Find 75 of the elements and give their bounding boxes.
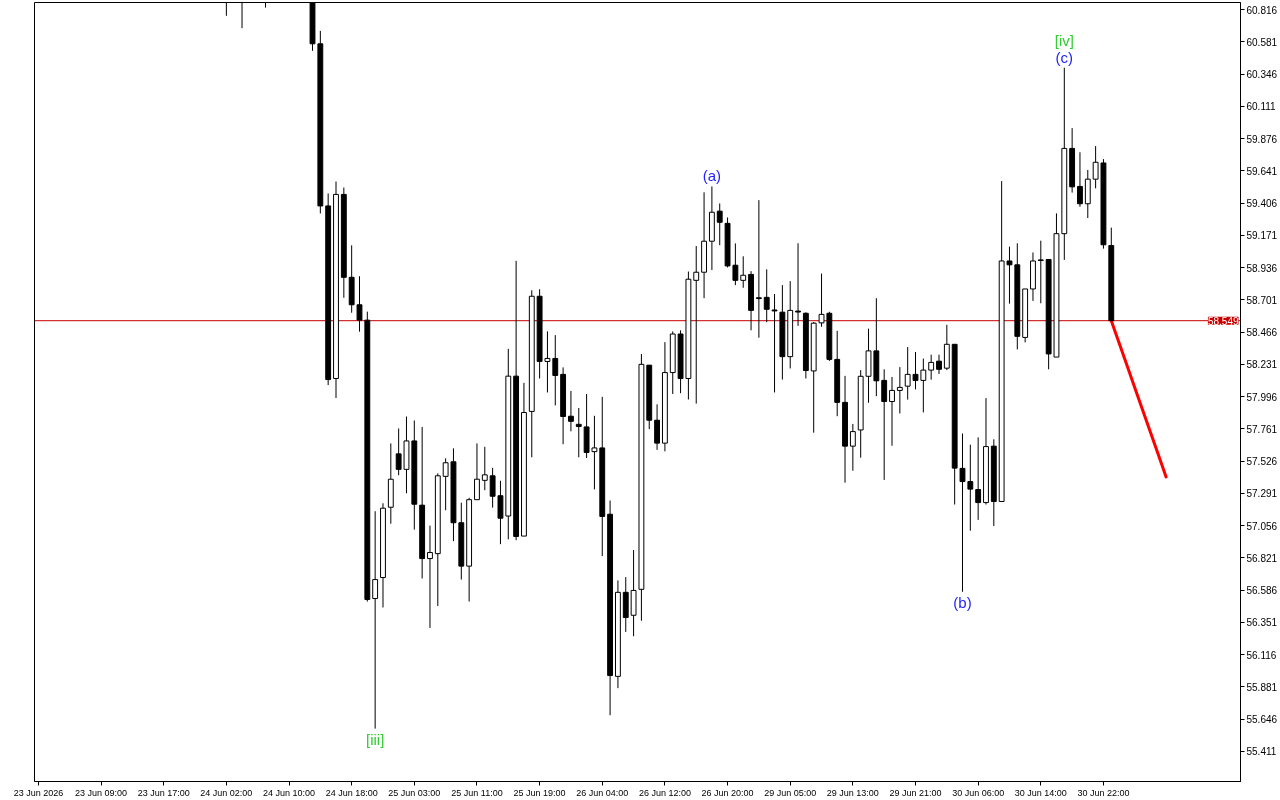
- y-tick-label: 55.881: [1246, 681, 1278, 693]
- x-tick-label: 23 Jun 09:00: [75, 787, 128, 798]
- candlestick: [936, 354, 942, 375]
- x-tick-label: 26 Jun 04:00: [576, 787, 629, 798]
- annotation: [iv]: [1054, 31, 1074, 49]
- x-tick-label: 24 Jun 10:00: [262, 787, 316, 798]
- y-tick-label: 59.406: [1246, 198, 1278, 210]
- candlestick: [427, 525, 433, 629]
- ref-line-label: 58.549: [1207, 315, 1239, 327]
- x-tick-label: 30 Jun 22:00: [1077, 787, 1130, 798]
- y-tick-label: 57.291: [1246, 488, 1278, 500]
- candlestick: [849, 423, 856, 472]
- y-tick-label: 58.701: [1246, 294, 1278, 306]
- x-tick-label: 23 Jun 2026: [13, 787, 64, 798]
- x-tick-label: 29 Jun 05:00: [764, 787, 817, 798]
- y-tick-label: 59.876: [1246, 133, 1278, 145]
- y-tick-label: 57.761: [1246, 423, 1278, 435]
- candlestick: [356, 275, 363, 333]
- y-tick-label: 56.821: [1246, 552, 1278, 564]
- candlestick: [928, 354, 935, 381]
- y-tick-label: 60.816: [1246, 4, 1278, 16]
- candlestick: [763, 268, 770, 323]
- annotation: (b): [953, 593, 972, 611]
- y-tick-label: 58.466: [1246, 327, 1278, 339]
- x-tick-label: 26 Jun 12:00: [638, 787, 691, 798]
- x-tick-label: 30 Jun 14:00: [1014, 787, 1067, 798]
- candlestick: [943, 324, 950, 371]
- y-tick-label: 56.351: [1246, 617, 1278, 629]
- y-tick-label: 60.581: [1246, 36, 1278, 48]
- x-tick-label: 25 Jun 19:00: [513, 787, 566, 798]
- y-tick-label: 55.646: [1246, 714, 1278, 726]
- candlestick: [755, 199, 762, 339]
- y-tick-label: 58.936: [1246, 262, 1278, 274]
- candlestick: [795, 242, 801, 327]
- y-tick-label: 59.641: [1246, 165, 1278, 177]
- candlestick: [568, 390, 574, 432]
- candlestick: [489, 467, 496, 509]
- candlestick: [654, 403, 661, 451]
- y-tick-label: 57.526: [1246, 456, 1278, 468]
- candlestick: [889, 376, 895, 447]
- y-tick-label: 57.056: [1246, 520, 1278, 532]
- y-tick-label: 56.586: [1246, 585, 1278, 597]
- x-tick-label: 24 Jun 18:00: [325, 787, 378, 798]
- x-tick-label: 29 Jun 21:00: [889, 787, 942, 798]
- candlestick: [575, 407, 582, 458]
- y-tick-label: 56.116: [1246, 649, 1277, 661]
- candlestick: [474, 442, 480, 501]
- candlestick: [372, 510, 379, 730]
- candlestick: [1077, 151, 1083, 208]
- y-tick-label: 60.346: [1246, 69, 1278, 81]
- y-tick-label: 59.171: [1246, 230, 1278, 242]
- x-tick-label: 29 Jun 13:00: [826, 787, 879, 798]
- annotation: [iii]: [365, 730, 385, 748]
- x-tick-label: 25 Jun 11:00: [451, 787, 503, 798]
- candlestick: [693, 245, 700, 405]
- x-tick-label: 25 Jun 03:00: [388, 787, 441, 798]
- y-tick-label: 57.996: [1246, 391, 1278, 403]
- candlestick: [1037, 240, 1044, 304]
- x-tick-label: 23 Jun 17:00: [137, 787, 190, 798]
- candlestick: [740, 255, 747, 289]
- line-series: [1109, 319, 1168, 479]
- y-tick-label: 60.111: [1246, 101, 1277, 113]
- candlestick: [716, 202, 723, 246]
- candlestick: [771, 293, 778, 393]
- annotation: (c): [1055, 48, 1074, 66]
- x-tick-label: 30 Jun 06:00: [952, 787, 1005, 798]
- candlestick: [896, 366, 903, 414]
- x-tick-label: 26 Jun 20:00: [701, 787, 754, 798]
- annotation: (a): [702, 167, 722, 185]
- candlestick: [481, 446, 488, 491]
- candlestick: [881, 368, 888, 481]
- x-tick-label: 24 Jun 02:00: [200, 787, 253, 798]
- y-tick-label: 55.411: [1246, 746, 1277, 758]
- candlestick: [975, 436, 982, 521]
- y-tick-label: 58.231: [1246, 359, 1278, 371]
